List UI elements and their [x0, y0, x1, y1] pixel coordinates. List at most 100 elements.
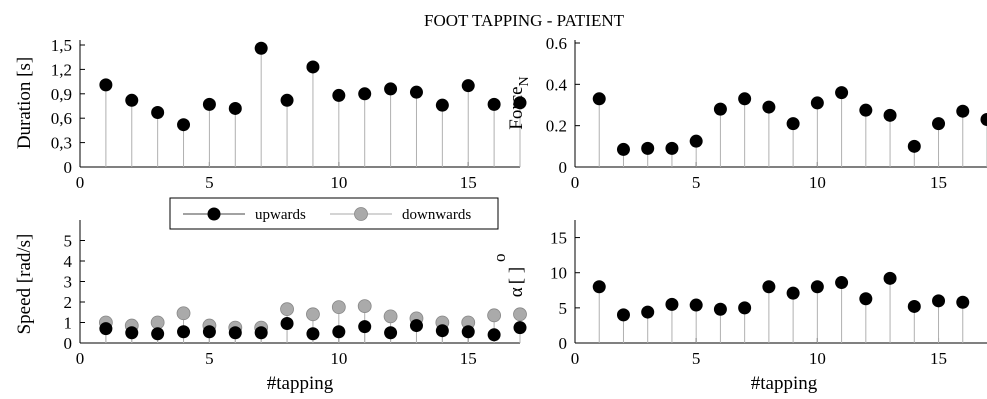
duration-x-tick-label: 15: [460, 173, 477, 192]
force-y-ticks: 0 0.2 0.4 0.6: [546, 34, 580, 177]
duration-point: [280, 93, 294, 107]
duration-point: [99, 78, 113, 92]
alpha-x-tick-label: 15: [930, 349, 947, 368]
duration-points: [99, 41, 527, 132]
duration-y-ticks: 0 0,3 0,6 0,9 1,2 1,5: [51, 36, 85, 177]
force-point: [762, 100, 776, 114]
legend-marker-downwards: [354, 207, 368, 221]
speed-point: [125, 326, 139, 340]
speed-point: [306, 307, 320, 322]
speed-point: [513, 307, 527, 322]
speed-point: [331, 300, 346, 315]
legend-marker-upwards: [207, 207, 221, 221]
alpha-y-tick-label: 10: [550, 264, 567, 283]
alpha-x-tick-label: 10: [809, 349, 826, 368]
speed-point: [280, 302, 294, 317]
force-points: [592, 86, 987, 156]
force-chart: 0 0.2 0.4 0.6 0 5 10 15 ForceN: [506, 34, 987, 192]
duration-point: [461, 79, 475, 93]
force-point: [907, 139, 921, 153]
speed-point: [487, 328, 501, 342]
speed-legend: upwards downwards: [169, 197, 499, 230]
force-point: [956, 104, 970, 118]
force-point: [713, 102, 727, 116]
speed-y-tick-label: 5: [64, 232, 73, 251]
speed-x-tick-label: 0: [76, 349, 85, 368]
speed-point: [435, 324, 449, 338]
force-point: [835, 86, 849, 100]
force-y-label: ForceN: [506, 76, 532, 129]
duration-point: [177, 118, 191, 132]
force-point: [592, 92, 606, 106]
alpha-point: [689, 298, 703, 312]
duration-x-tick-label: 10: [330, 173, 347, 192]
speed-y-tick-label: 4: [64, 252, 73, 271]
duration-point: [151, 106, 165, 120]
speed-point: [254, 326, 268, 340]
force-point: [665, 141, 679, 155]
alpha-point: [859, 292, 873, 306]
force-point: [883, 108, 897, 122]
alpha-point: [592, 280, 606, 294]
speed-point: [150, 315, 165, 330]
alpha-point: [762, 280, 776, 294]
alpha-points: [592, 271, 970, 322]
duration-point: [487, 97, 501, 111]
duration-y-tick-label: 0: [64, 158, 73, 177]
duration-point: [254, 41, 268, 55]
speed-point: [202, 325, 216, 339]
speed-y-tick-label: 1: [64, 314, 73, 333]
duration-x-tick-label: 0: [76, 173, 85, 192]
duration-point: [228, 101, 242, 115]
alpha-point: [641, 305, 655, 319]
speed-y-tick-label: 0: [64, 334, 73, 353]
speed-point: [332, 325, 346, 339]
duration-point: [435, 98, 449, 112]
duration-y-tick-label: 0,6: [51, 109, 72, 128]
duration-y-label: Duration [s]: [14, 57, 35, 149]
speed-point: [306, 327, 320, 341]
force-x-tick-label: 10: [809, 173, 826, 192]
duration-point: [332, 88, 346, 102]
force-point: [859, 103, 873, 117]
alpha-y-tick-label: 0: [559, 334, 568, 353]
alpha-point: [786, 286, 800, 300]
alpha-x-tick-label: 0: [571, 349, 580, 368]
speed-point: [384, 326, 398, 340]
speed-point: [177, 325, 191, 339]
force-point: [616, 142, 630, 156]
duration-point: [202, 97, 216, 111]
speed-point: [176, 306, 191, 321]
alpha-y-ticks: 0 5 10 15: [550, 229, 580, 353]
force-x-tick-label: 15: [930, 173, 947, 192]
duration-point: [409, 85, 423, 99]
force-x-tick-label: 5: [692, 173, 701, 192]
duration-y-tick-label: 0,9: [51, 85, 72, 104]
speed-y-tick-label: 2: [64, 293, 73, 312]
alpha-x-label: #tapping: [751, 373, 818, 394]
alpha-point: [883, 271, 897, 285]
alpha-x-tick-label: 5: [692, 349, 701, 368]
duration-stems: [105, 48, 521, 167]
speed-y-label: Speed [rad/s]: [14, 234, 35, 335]
alpha-y-label: α[ ]: [506, 267, 527, 297]
duration-chart: 0 0,3 0,6 0,9 1,2 1,5 0 5 10 15 Duration [s]: [14, 36, 527, 192]
force-point: [980, 112, 987, 126]
speed-x-label: #tapping: [267, 373, 334, 394]
speed-x-tick-label: 5: [205, 349, 214, 368]
speed-point: [99, 322, 113, 336]
speed-point: [461, 325, 475, 339]
alpha-point: [665, 297, 679, 311]
alpha-stems: [598, 278, 964, 343]
speed-point: [513, 321, 527, 335]
figure-title: FOOT TAPPING - PATIENT: [424, 11, 625, 30]
duration-x-tick-label: 5: [205, 173, 214, 192]
duration-point: [125, 93, 139, 107]
force-point: [786, 117, 800, 131]
speed-point: [487, 308, 502, 323]
alpha-point: [956, 295, 970, 309]
alpha-y-tick-label: 5: [559, 299, 568, 318]
alpha-y-label-degree: o: [490, 254, 509, 263]
